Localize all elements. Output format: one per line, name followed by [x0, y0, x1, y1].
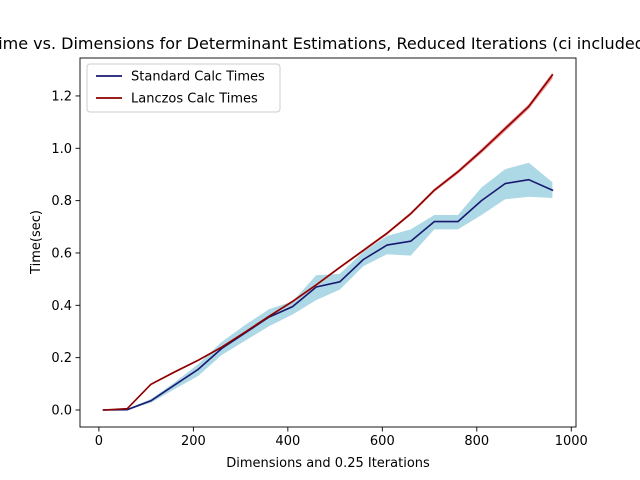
x-tick-label: 200 [181, 434, 206, 449]
y-tick-label: 0.8 [51, 194, 72, 209]
series-line-lanczos [102, 73, 554, 411]
axes-frame [79, 57, 577, 428]
y-tick-label: 0.0 [51, 403, 72, 418]
y-axis-label: Time(sec) [29, 210, 44, 275]
series-line-standard [102, 178, 554, 411]
legend-label-standard: Standard Calc Times [131, 70, 265, 85]
plot-area [102, 72, 554, 411]
x-tick-label: 1000 [555, 434, 588, 449]
y-tick-label: 0.2 [51, 351, 72, 366]
x-axis-label: Dimensions and 0.25 Iterations [226, 456, 430, 471]
legend-box [86, 63, 281, 113]
x-tick-label: 800 [464, 434, 489, 449]
ci-band-standard [103, 162, 553, 410]
ci-band-lanczos [103, 72, 553, 411]
y-tick-label: 0.6 [51, 246, 72, 261]
chart-title: Time vs. Dimensions for Determinant Esti… [0, 34, 640, 53]
legend-label-lanczos: Lanczos Calc Times [131, 92, 258, 107]
x-tick-label: 600 [370, 434, 395, 449]
legend: Standard Calc Times Lanczos Calc Times [86, 63, 281, 113]
axes: 0 200 400 600 800 1000 0.0 0.2 0.4 0.6 0.8 1.0 1.2 [51, 57, 588, 449]
x-tick-label: 0 [95, 434, 103, 449]
x-tick-label: 400 [275, 434, 300, 449]
y-tick-label: 1.0 [51, 142, 72, 157]
y-tick-label: 0.4 [51, 299, 72, 314]
y-tick-label: 1.2 [51, 89, 72, 104]
